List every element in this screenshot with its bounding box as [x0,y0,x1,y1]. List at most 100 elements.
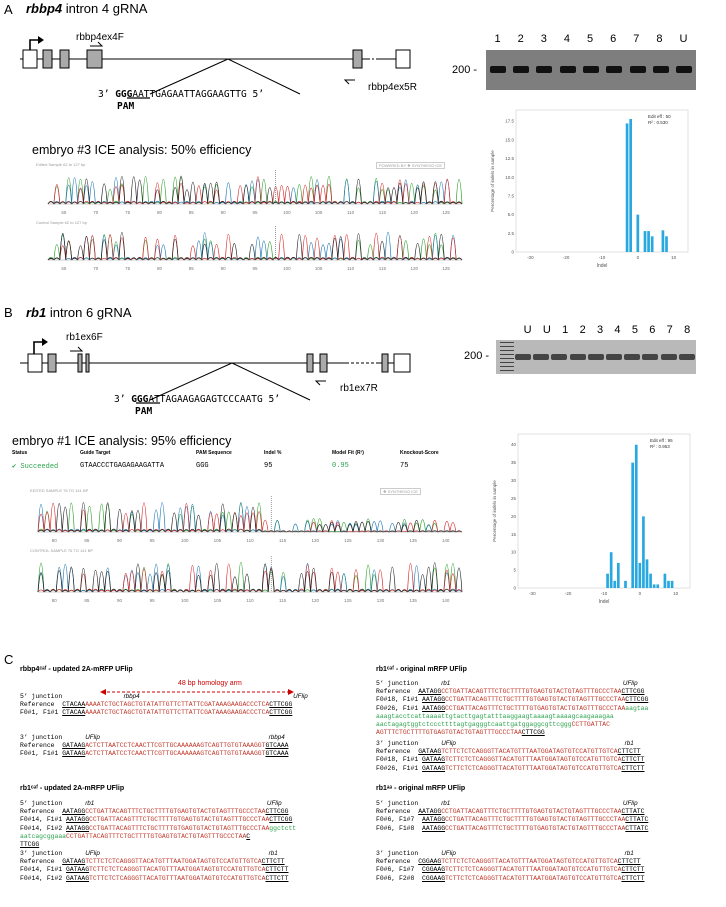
histogram-ytick: 10.0 [505,175,514,180]
panel-a-title: rbbp4 intron 4 gRNA [26,1,148,16]
histogram-xtick: -20 [565,591,572,596]
q1-title: rbbp4ᶜᵃᶠ - updated 2A-mRFP UFlip [20,666,133,673]
chromatogram-tick: 85 [84,598,90,603]
gel-lane-label: 5 [631,324,638,336]
q4-5junction: 5’ junction rb1 UFlip Reference AATAGGCC… [376,800,649,832]
gel-band [629,66,646,73]
histogram-bar [665,236,668,252]
gel-lane-label: U [542,324,551,336]
chromatogram-tick: 95 [150,538,156,543]
gel-band [569,354,586,360]
chromatogram-tick: 120 [311,538,319,543]
chromatogram-tick: 85 [189,210,195,215]
histogram-bar [667,580,670,588]
chromatogram-tick: 80 [52,538,58,543]
histogram-ytick: 2.5 [508,231,515,236]
histogram-bar [663,573,667,588]
chromatogram-trace [47,232,463,261]
histogram-fit-label: R² : 0.953 [650,444,670,449]
homology-arm-label: 48 bp homology arm [178,680,242,687]
histogram-bar [656,584,660,588]
gel-band [606,354,623,360]
homology-arm-arrow [100,689,294,695]
chromatogram-tick: 75 [125,266,131,271]
chromatogram-tick: 110 [246,598,254,603]
panel-a-letter: A [4,2,13,17]
histogram-bar [609,552,613,588]
histogram-bar [636,214,640,252]
grna-sequence-b: 3’ GGGATTAGAAGAGAGTCCCAATG 5’ [114,394,280,405]
chromatogram-tick: 105 [214,538,222,543]
chromatogram-tick: 85 [189,266,195,271]
chromatogram-tick: 120 [410,266,418,271]
histogram-bar [647,231,650,252]
chromatogram-tick: 110 [246,538,254,543]
gel-lane-label: 7 [666,324,673,336]
histogram-ytick: 17.5 [505,119,514,124]
gel-lane-label: 1 [562,324,569,336]
gel-lane-label: U [679,33,688,45]
histogram-ytick: 5.0 [508,212,515,217]
chromatogram-tick: 85 [84,538,90,543]
chromatogram-tick: 100 [181,598,189,603]
ice-table-cell: PAM Sequence GGG [196,450,232,470]
histogram-ytick: 40 [511,442,517,447]
chromatogram-tick: 75 [125,210,131,215]
gel-lane-label: 8 [684,324,691,336]
gel-lane-label: 2 [579,324,586,336]
chromatogram-tick: 125 [442,266,450,271]
ice-b-chromatograms: EDITED SAMPLE 76 TO 141 BP ❖ SYNTHEGO IC… [10,488,466,606]
chromatogram-tick: 115 [379,266,387,271]
chromatogram-tick: 65 [61,266,67,271]
q4-3junction: 3’ junction UFlip rb1 Reference CGGAAGTC… [376,850,645,882]
chromatogram-tick: 105 [315,210,323,215]
gel-lane-label: 6 [610,33,617,45]
histogram-ytick: 30 [511,478,517,483]
gel-lane-label: 8 [656,33,663,45]
histogram-ytick: 0 [513,586,516,591]
gel-band [624,354,641,360]
chromatogram-tick: 80 [157,210,163,215]
chromatogram-tick: 80 [157,266,163,271]
chromatogram-tick: 100 [283,266,291,271]
chromatogram-tick: 90 [221,210,227,215]
chromatogram-tick: 100 [283,210,291,215]
rb1-gene-diagram [20,338,411,404]
chromatogram-trace [37,563,463,593]
histogram-fit-label: Edit eff : 50 [648,114,671,119]
q2-title: rb1ᶜᵃᶠ - original mRFP UFlip [376,666,467,673]
chromatogram-tick: 90 [221,266,227,271]
chromatogram-tick: 70 [93,266,99,271]
q1-3junction: 3’ junction UFlip rbbp4 Reference GATAAG… [20,734,289,758]
chromatogram-trace [37,561,463,593]
gel-lane-label: 7 [633,33,640,45]
gel-band [606,66,623,73]
histogram-bar [645,559,649,588]
chromatogram-tick: 65 [61,210,67,215]
chromatogram-tick: 115 [279,538,287,543]
gel-lane-label: 5 [587,33,594,45]
histogram-bar [625,123,629,252]
histogram-ytick: 10 [511,550,517,555]
ice-b-summary-table: Status ✔ Succeeded Guide Target GTAACCCTGAG… [12,450,462,484]
gel-band [660,354,677,360]
histogram-ytick: 12.5 [505,156,514,161]
primer-reverse-label-b: rb1ex7R [340,383,378,394]
chromatogram-tick: 130 [377,538,385,543]
histogram-bar [670,580,674,588]
primer-forward-label-b: rb1ex6F [66,332,103,343]
chromatogram-tick: 135 [409,598,417,603]
q1-5junction: 5’ junction rbbp4 UFlip Reference CTACAA… [20,693,308,717]
q2-3junction: 3’ junction UFlip rb1 Reference GATAAGTC… [376,740,645,772]
indel-histogram-a: -30 -20 -10 0 10 0 2.5 5.0 7.5 10.0 12.5 15.0 17.5 In… [490,109,689,269]
histogram-bar [624,580,627,588]
chromatogram-trace [37,563,463,593]
chromatogram-tick: 95 [150,598,156,603]
chromatogram-tick: 125 [344,538,352,543]
histogram-ylabel: Percentage of indels in sample [492,480,497,542]
gel-band [515,354,532,360]
chromatogram-tick: 115 [379,210,387,215]
histogram-bar [616,562,620,588]
chromatogram-tick: 90 [117,598,123,603]
grna-sequence: 3’ GGGAATTGAGAATTAGGAAGTTG 5’ [98,89,264,100]
